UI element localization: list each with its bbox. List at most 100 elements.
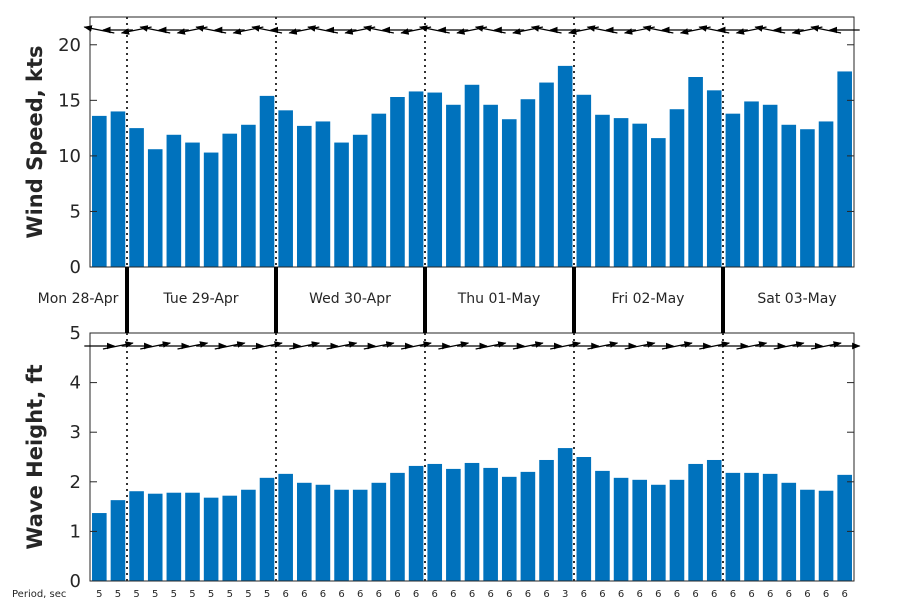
wave-y-tick-label: 1 bbox=[70, 521, 81, 542]
day-label: Tue 29-Apr bbox=[162, 291, 238, 307]
period-value: 5 bbox=[208, 589, 214, 600]
wave-bar bbox=[669, 479, 685, 581]
wind-bar bbox=[688, 77, 703, 267]
wave-bar bbox=[464, 462, 480, 581]
wave-direction-arrow bbox=[177, 341, 209, 350]
day-labels: Mon 28-Apr Tue 29-Apr Wed 30-Apr Thu 01-… bbox=[38, 291, 837, 307]
wind-bar bbox=[706, 90, 722, 267]
wave-panel: 0 1 2 3 4 5 bbox=[70, 323, 861, 592]
wave-bar bbox=[390, 472, 405, 581]
day-label: Fri 02-May bbox=[612, 291, 685, 307]
wave-bar bbox=[818, 490, 834, 581]
wind-axes-frame bbox=[89, 16, 855, 268]
period-value: 5 bbox=[245, 589, 251, 600]
day-label: Wed 30-Apr bbox=[309, 291, 391, 307]
wind-bar bbox=[185, 142, 200, 267]
period-value: 6 bbox=[748, 589, 754, 600]
wind-bar bbox=[595, 114, 610, 268]
wave-bar bbox=[837, 474, 852, 581]
period-value: 6 bbox=[674, 589, 680, 600]
period-value: 5 bbox=[171, 589, 177, 600]
wind-bar bbox=[408, 91, 424, 267]
wave-bar bbox=[129, 491, 144, 581]
wind-bar bbox=[166, 134, 182, 267]
wind-bar bbox=[781, 124, 797, 268]
wave-bar bbox=[427, 463, 443, 581]
wave-direction-arrow bbox=[140, 341, 172, 350]
wave-direction-arrow bbox=[326, 341, 358, 350]
wave-bar bbox=[706, 459, 722, 581]
wind-panel: 0 5 10 15 20 bbox=[58, 16, 860, 278]
wind-bar bbox=[818, 121, 834, 267]
wind-bar bbox=[483, 104, 498, 268]
period-value: 6 bbox=[487, 589, 493, 600]
wave-bar bbox=[744, 472, 759, 581]
wind-bar bbox=[222, 133, 238, 267]
period-value: 5 bbox=[227, 589, 233, 600]
wave-direction-arrow bbox=[438, 341, 470, 350]
wind-bar bbox=[501, 119, 517, 267]
wind-bar bbox=[147, 149, 163, 267]
period-value: 6 bbox=[338, 589, 344, 600]
period-value: 5 bbox=[115, 589, 121, 600]
wind-bar bbox=[334, 142, 349, 267]
period-label: Period, sec bbox=[12, 589, 66, 600]
wave-bar bbox=[501, 476, 517, 581]
wave-direction-arrow bbox=[810, 341, 842, 350]
wave-direction-arrow bbox=[624, 341, 656, 350]
wave-direction-arrow bbox=[661, 341, 693, 350]
wave-direction-arrow bbox=[475, 341, 507, 350]
period-value: 3 bbox=[562, 589, 568, 600]
period-value: 6 bbox=[581, 589, 587, 600]
period-value: 6 bbox=[841, 589, 847, 600]
wind-bar bbox=[371, 113, 387, 268]
wave-bar bbox=[520, 471, 536, 581]
period-value: 6 bbox=[357, 589, 363, 600]
wave-bar bbox=[781, 482, 797, 581]
wave-y-axis-label: Wave Height, ft bbox=[23, 364, 47, 549]
wind-bar bbox=[576, 94, 592, 268]
period-value: 6 bbox=[599, 589, 605, 600]
period-value: 6 bbox=[637, 589, 643, 600]
wave-bar bbox=[371, 482, 387, 581]
wind-bar bbox=[203, 152, 219, 267]
period-value: 6 bbox=[823, 589, 829, 600]
wave-y-tick-label: 0 bbox=[70, 571, 81, 592]
wind-bar bbox=[110, 111, 126, 267]
wave-bar bbox=[278, 473, 293, 581]
period-value: 6 bbox=[543, 589, 549, 600]
wave-direction-arrow bbox=[512, 341, 544, 350]
wave-direction-arrow bbox=[289, 341, 321, 350]
wave-bar bbox=[688, 463, 703, 581]
wave-direction-arrow bbox=[102, 341, 134, 350]
wind-bar bbox=[296, 125, 312, 267]
wave-bar bbox=[446, 468, 461, 581]
wave-bar bbox=[241, 489, 256, 581]
period-value: 6 bbox=[469, 589, 475, 600]
period-value: 6 bbox=[282, 589, 288, 600]
wave-bar bbox=[539, 459, 554, 581]
wave-bar bbox=[92, 513, 107, 581]
wave-direction-arrow bbox=[587, 341, 619, 350]
wind-bar bbox=[446, 104, 461, 268]
wave-bar bbox=[613, 477, 629, 581]
day-label: Thu 01-May bbox=[457, 291, 541, 307]
wave-bar bbox=[147, 493, 163, 581]
wave-bar bbox=[185, 492, 200, 581]
wind-bar bbox=[557, 65, 573, 267]
wind-bar bbox=[278, 110, 293, 267]
wind-bar bbox=[427, 92, 443, 267]
wind-bar bbox=[464, 84, 480, 268]
wind-bar bbox=[315, 121, 331, 267]
wind-bar bbox=[613, 118, 629, 267]
wave-bar bbox=[334, 489, 349, 581]
period-value: 6 bbox=[506, 589, 512, 600]
wave-bar bbox=[259, 477, 275, 581]
wind-bar bbox=[762, 104, 778, 268]
wind-y-tick-label: 20 bbox=[58, 35, 81, 56]
period-value: 6 bbox=[786, 589, 792, 600]
wave-bar bbox=[800, 489, 815, 581]
wind-bar bbox=[669, 109, 685, 267]
period-value: 6 bbox=[692, 589, 698, 600]
wave-bar bbox=[725, 472, 741, 581]
